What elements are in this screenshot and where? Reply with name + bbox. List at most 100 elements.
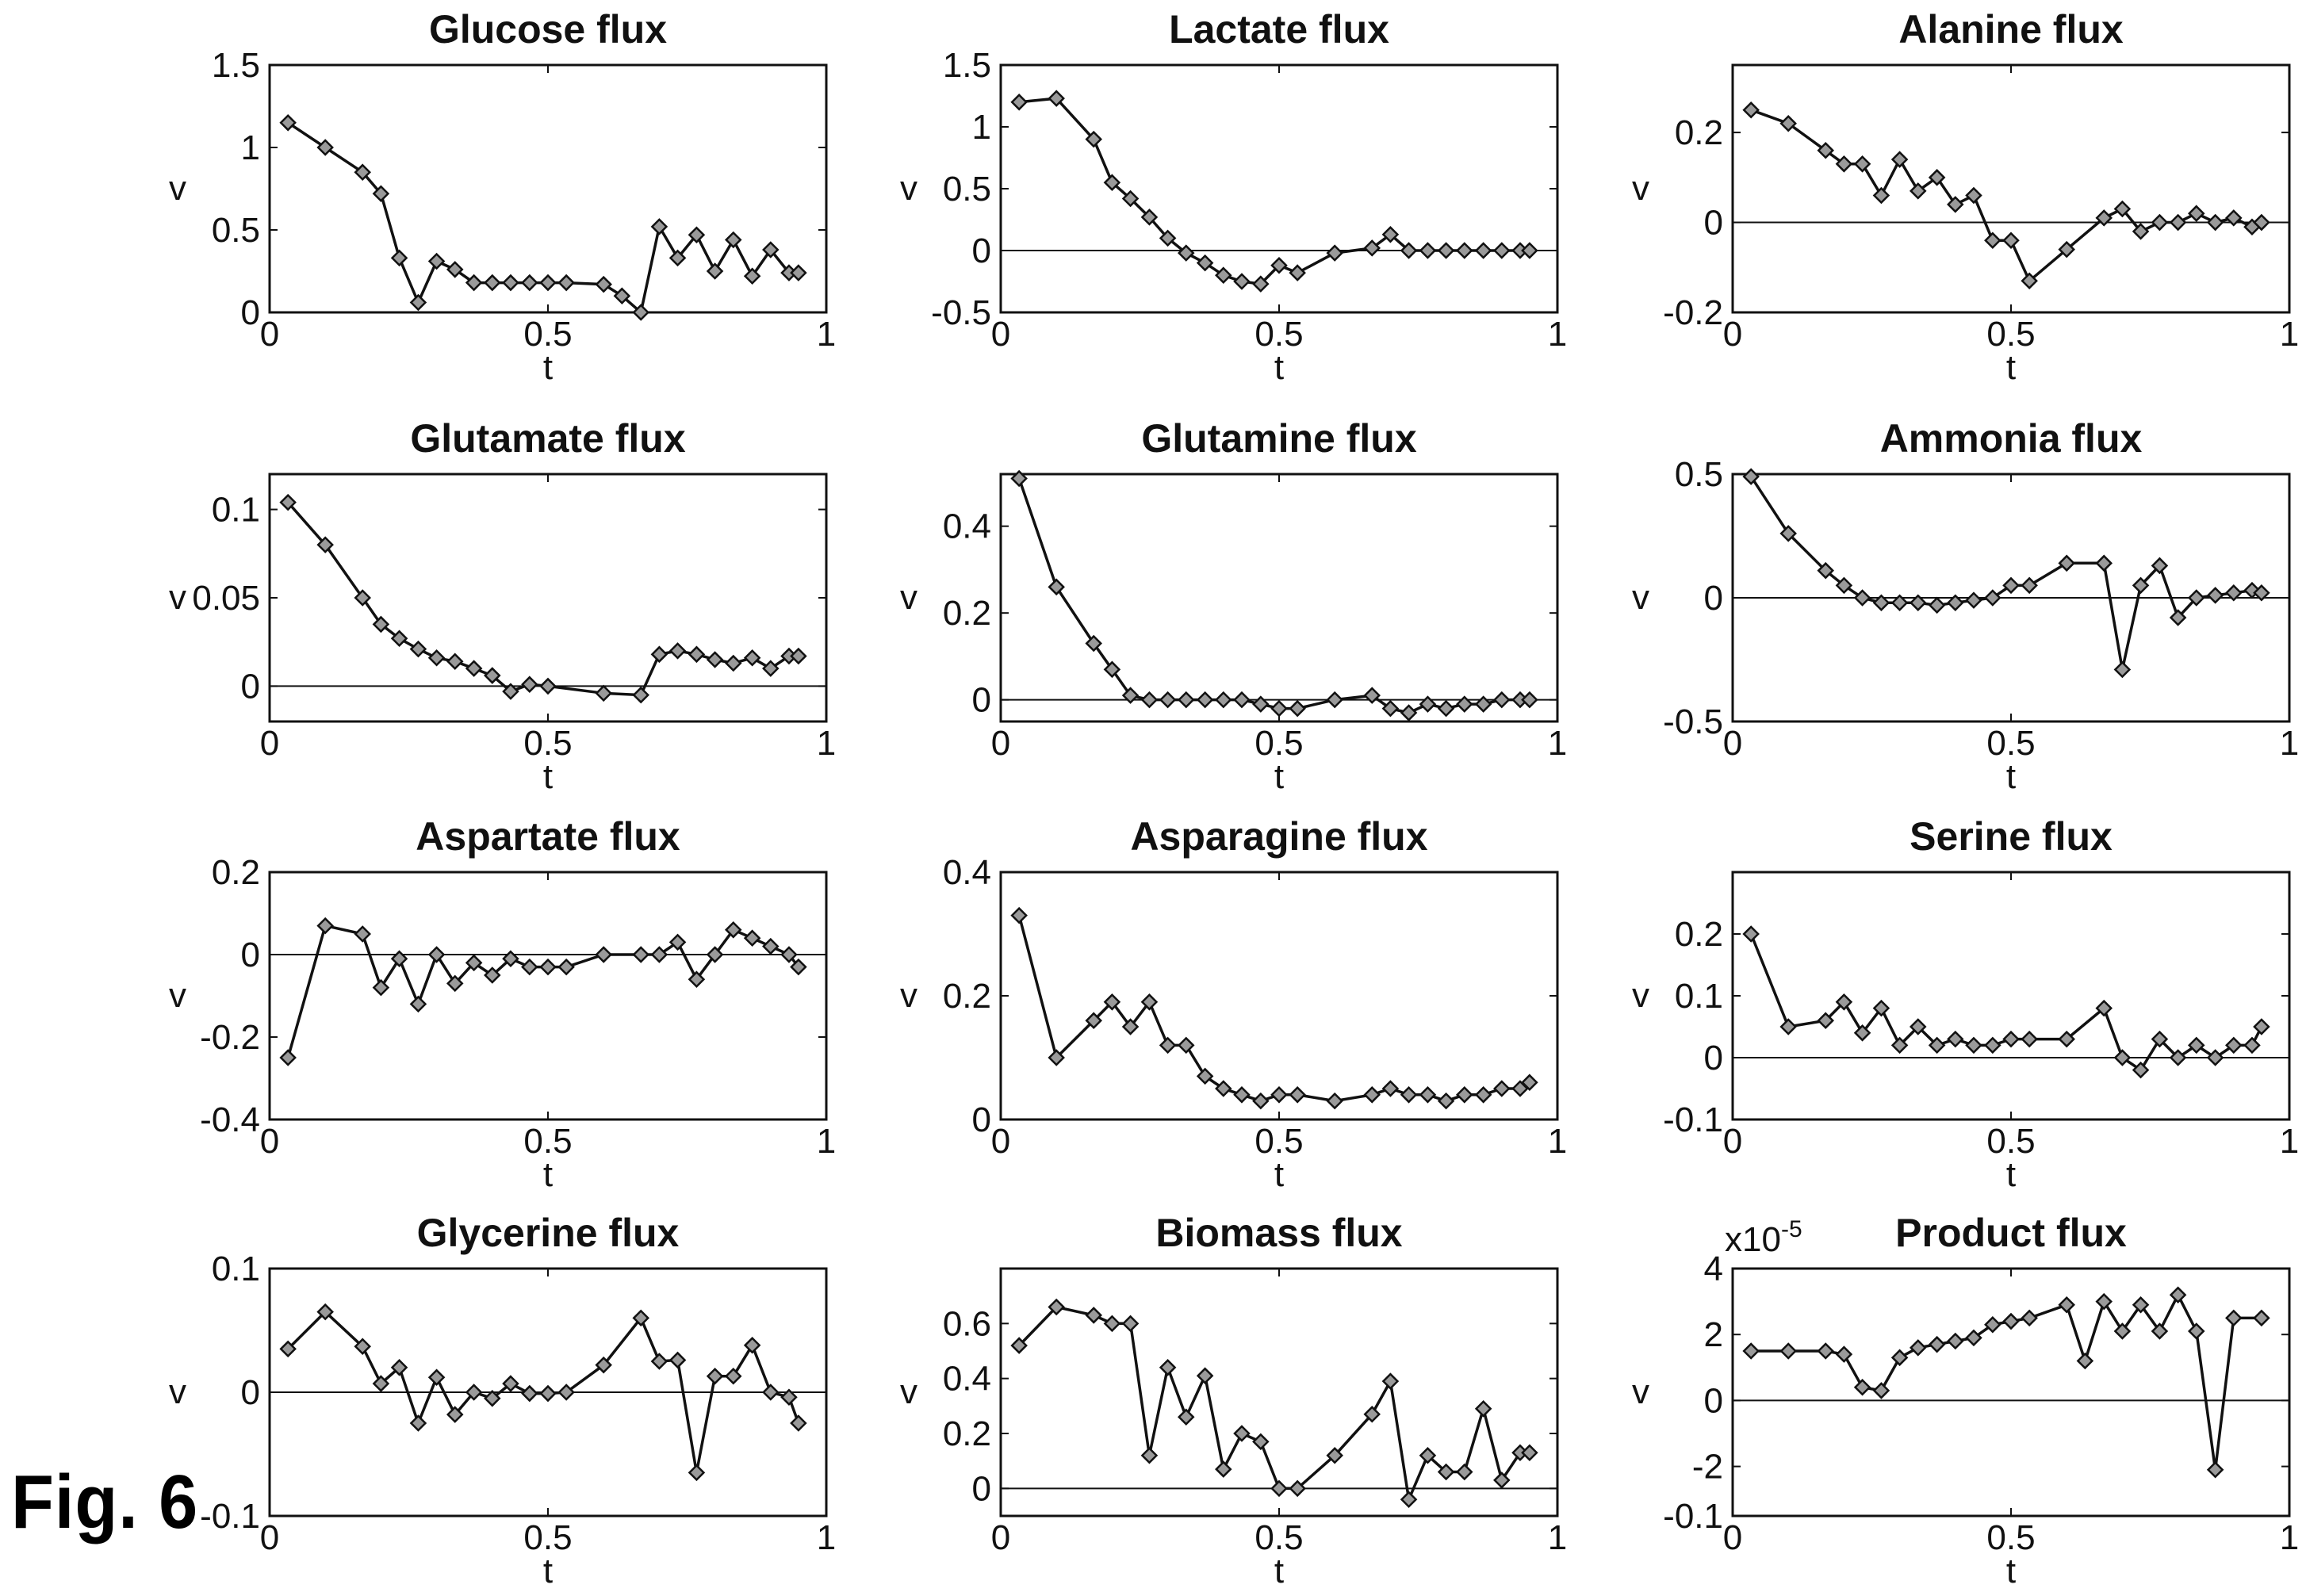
- data-point: [1474, 695, 1492, 713]
- y-tick-label: 0.5: [212, 211, 260, 250]
- data-point: [762, 241, 780, 258]
- data-point: [595, 275, 612, 293]
- data-point: [2225, 1309, 2243, 1327]
- y-tick-label: -0.4: [200, 1100, 260, 1139]
- y-axis-label: v: [1632, 976, 1649, 1015]
- x-tick-label: 1: [817, 315, 836, 354]
- y-tick-label: 0.4: [943, 853, 991, 892]
- x-axis-label: t: [543, 1155, 553, 1194]
- data-point: [521, 1384, 538, 1403]
- y-tick-label: 0.2: [943, 594, 991, 633]
- data-point: [2132, 1296, 2150, 1314]
- series-line: [1017, 915, 1530, 1103]
- data-point: [688, 970, 706, 988]
- y-tick-label: 0.1: [212, 1250, 260, 1288]
- x-tick-label: 0.5: [1986, 724, 2035, 763]
- data-point: [1121, 687, 1140, 704]
- data-point: [2253, 213, 2270, 232]
- subplot-0: Glucose flux 0 0.5 1 0 0.5 1 1.5 t v: [169, 7, 836, 387]
- data-point: [539, 677, 557, 695]
- data-point: [279, 1049, 297, 1066]
- data-point: [1984, 232, 2001, 250]
- x-tick-label: 1: [1548, 1518, 1567, 1557]
- data-point: [2151, 557, 2169, 575]
- data-point: [613, 287, 631, 304]
- y-tick-label: 0.5: [1675, 455, 1723, 494]
- data-point: [279, 1340, 297, 1358]
- y-tick-label: -0.5: [1663, 702, 1723, 741]
- x-tick-label: 0.5: [523, 724, 572, 763]
- data-point: [1400, 1491, 1418, 1508]
- data-point: [1252, 1092, 1270, 1110]
- data-point: [743, 649, 761, 667]
- x-axis-label: t: [2006, 1552, 2016, 1590]
- x-axis-label: t: [2006, 348, 2016, 387]
- y-tick-label: 0.2: [943, 1414, 991, 1453]
- x-tick-label: 1: [1548, 315, 1567, 354]
- data-point: [354, 925, 372, 943]
- data-point: [1474, 1086, 1492, 1104]
- data-point: [1326, 1092, 1343, 1110]
- x-tick-label: 0.5: [1986, 1122, 2035, 1161]
- data-point: [2002, 1030, 2020, 1048]
- data-point: [1493, 242, 1511, 259]
- data-point: [427, 946, 446, 963]
- data-point: [706, 651, 724, 668]
- data-point: [668, 249, 687, 267]
- data-point: [557, 274, 575, 292]
- y-tick-label: 1.5: [212, 46, 260, 85]
- data-point: [1289, 264, 1306, 281]
- x-tick-label: 1: [2280, 1518, 2299, 1557]
- data-point: [1252, 695, 1270, 713]
- subplot-title: Aspartate flux: [416, 814, 680, 859]
- data-point: [409, 1414, 427, 1432]
- y-tick-label: -0.1: [200, 1497, 260, 1536]
- x-tick-label: 0.5: [523, 1122, 572, 1161]
- y-tick-label: -0.2: [1663, 293, 1723, 332]
- subplot-7: Asparagine flux 0 0.5 1 0 0.2 0.4 t v: [900, 814, 1567, 1194]
- data-point: [465, 274, 483, 292]
- subplot-title: Asparagine flux: [1130, 814, 1427, 859]
- x-tick-label: 1: [2280, 1122, 2299, 1161]
- data-point: [1085, 634, 1103, 653]
- data-point: [1965, 1036, 1982, 1054]
- data-point: [1085, 1307, 1103, 1324]
- data-point: [632, 946, 650, 963]
- data-point: [2021, 1309, 2038, 1327]
- data-point: [2225, 209, 2243, 227]
- data-point: [354, 1338, 372, 1356]
- data-point: [279, 114, 297, 132]
- series-line: [1749, 933, 2263, 1073]
- data-point: [372, 1375, 390, 1392]
- data-point: [1779, 1018, 1797, 1035]
- data-point: [1928, 1335, 1946, 1353]
- data-point: [521, 274, 538, 292]
- data-point: [1437, 699, 1455, 718]
- data-point: [1196, 691, 1214, 709]
- data-point: [1196, 1367, 1214, 1384]
- y-tick-label: 0: [1704, 1381, 1723, 1420]
- data-point: [1890, 151, 1909, 168]
- y-tick-label: 0: [241, 293, 260, 332]
- data-point: [465, 1384, 483, 1401]
- subplot-title: Biomass flux: [1155, 1211, 1402, 1255]
- data-point: [316, 139, 334, 156]
- data-point: [1817, 561, 1835, 580]
- y-tick-label: 0.1: [1675, 977, 1723, 1016]
- data-point: [2243, 1036, 2261, 1054]
- x-tick-label: 0: [991, 724, 1010, 763]
- data-point: [724, 1367, 742, 1385]
- data-point: [1103, 660, 1121, 679]
- data-point: [790, 958, 807, 976]
- y-tick-label: 0: [972, 681, 991, 720]
- data-point: [1947, 196, 1964, 213]
- data-point: [2253, 584, 2270, 602]
- data-point: [668, 933, 687, 951]
- data-point: [1270, 256, 1288, 274]
- x-axis-label: t: [1274, 1155, 1284, 1194]
- data-point: [1326, 1446, 1343, 1464]
- y-axis-label: v: [900, 578, 917, 617]
- data-point: [2253, 1309, 2270, 1327]
- data-point: [743, 267, 761, 285]
